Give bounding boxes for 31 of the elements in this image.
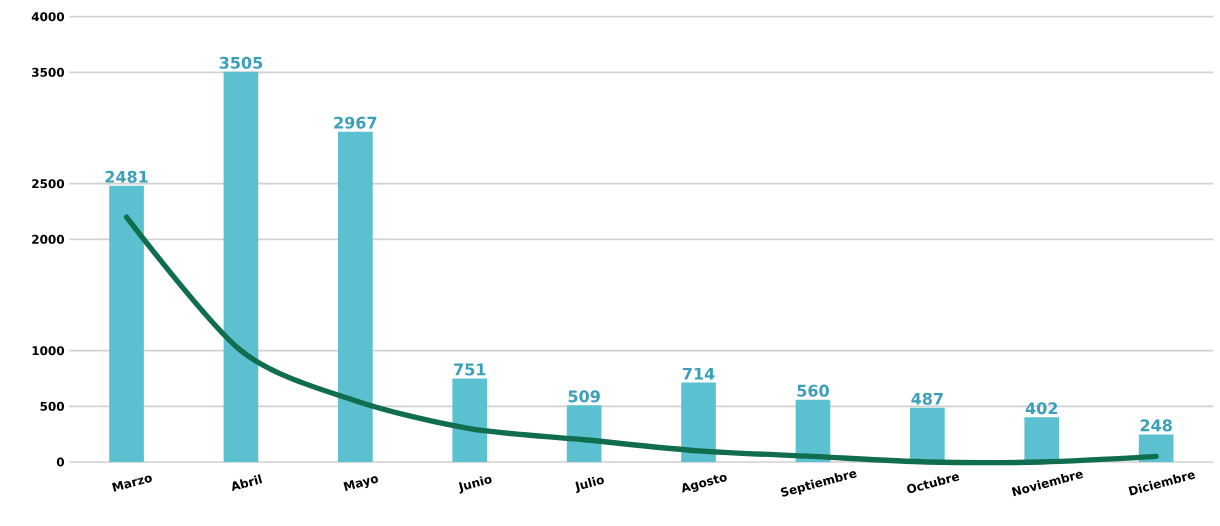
data-label: 402 <box>1025 402 1058 415</box>
bar <box>1024 417 1060 462</box>
data-label: 248 <box>1140 419 1172 432</box>
data-label: 3505 <box>219 56 263 69</box>
bar <box>338 131 373 462</box>
data-label: 560 <box>797 384 829 397</box>
bar <box>452 378 488 462</box>
x-tick-label: Abril <box>232 474 263 492</box>
bar <box>910 407 945 462</box>
data-label: 509 <box>568 390 600 403</box>
data-label: 2481 <box>105 170 148 183</box>
data-label: 714 <box>682 367 715 380</box>
y-tick-label: 500 <box>40 401 65 411</box>
data-label: 751 <box>454 363 486 376</box>
y-tick-label: 4000 <box>31 12 65 22</box>
y-tick-label: 1000 <box>32 346 65 356</box>
data-label: 2967 <box>334 116 377 129</box>
x-tick-label: Marzo <box>112 475 152 492</box>
bar <box>681 382 716 462</box>
x-tick-label: Mayo <box>343 476 379 491</box>
x-tick-label: Octubre <box>907 474 960 494</box>
bar <box>223 71 259 462</box>
y-tick-label: 3500 <box>32 67 65 77</box>
data-label: 487 <box>911 392 943 405</box>
bar <box>109 185 144 462</box>
x-tick-label: Agosto <box>682 474 727 493</box>
y-tick-label: 0 <box>56 457 65 467</box>
y-tick-label: 2500 <box>32 179 65 189</box>
x-tick-label: Julio <box>575 476 604 494</box>
y-tick-label: 2000 <box>32 234 65 244</box>
x-tick-label: Junio <box>458 476 492 494</box>
